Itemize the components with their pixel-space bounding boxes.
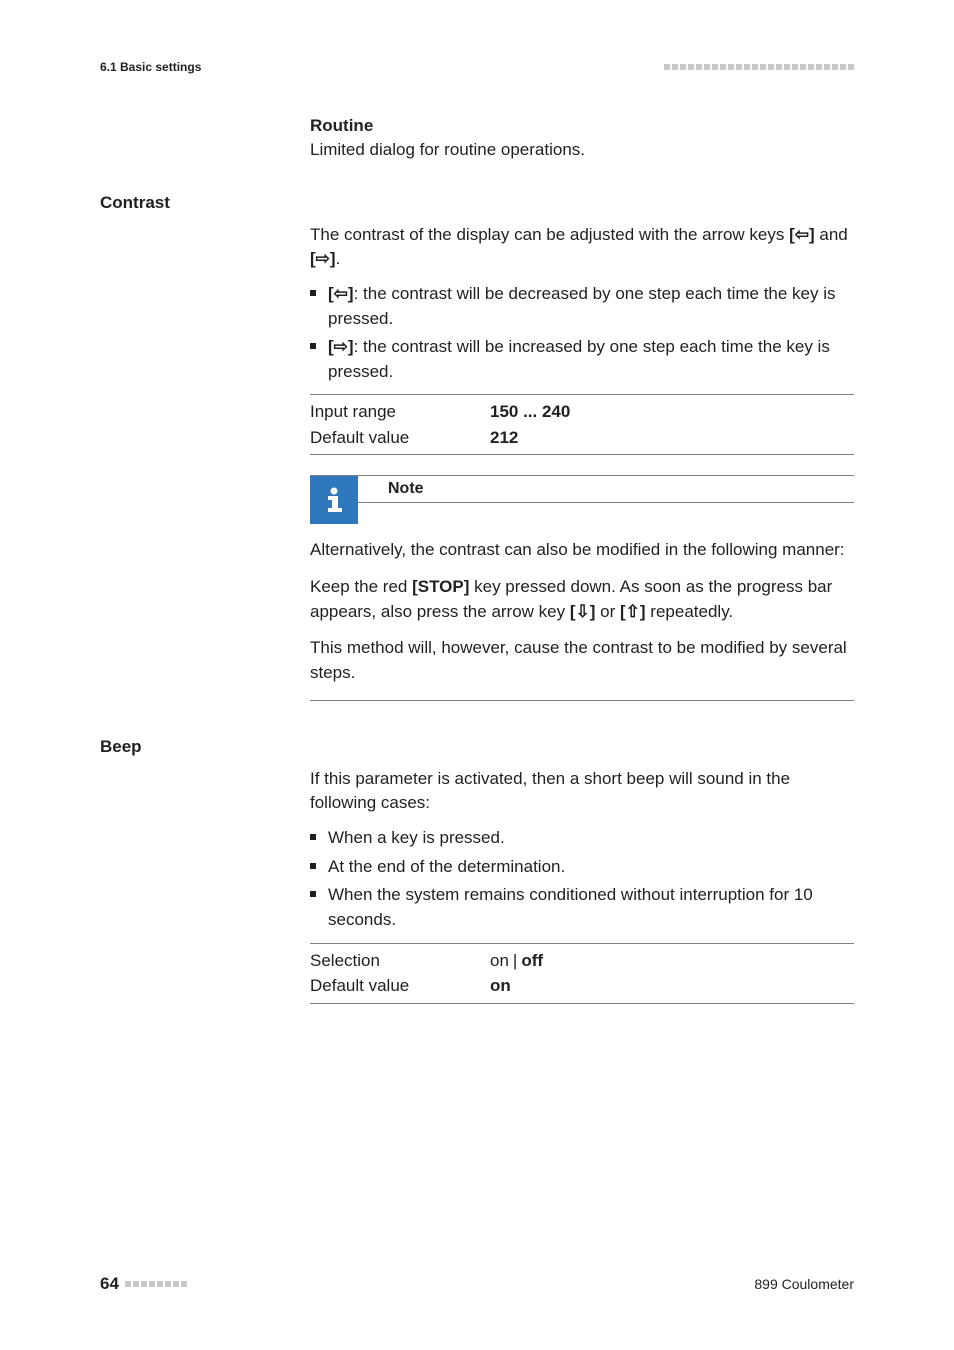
section-path: 6.1 Basic settings (100, 60, 201, 74)
list-item: [⇦]: the contrast will be decreased by o… (328, 282, 854, 331)
kv-val: on (490, 973, 511, 999)
list-item: [⇨]: the contrast will be increased by o… (328, 335, 854, 384)
note-title: Note (358, 476, 854, 503)
beep-intro: If this parameter is activated, then a s… (310, 767, 854, 816)
routine-para: Limited dialog for routine operations. (310, 138, 854, 163)
routine-term: Routine (310, 116, 854, 136)
note-box: Note Alternatively, the contrast can als… (310, 475, 854, 700)
kv-val: 212 (490, 425, 518, 451)
contrast-intro: The contrast of the display can be adjus… (310, 223, 854, 272)
list-item: At the end of the determination. (328, 855, 854, 880)
note-p2: Keep the red [STOP] key pressed down. As… (310, 575, 854, 624)
kv-key: Selection (310, 948, 490, 974)
header-ornament (664, 64, 854, 70)
note-p1: Alternatively, the contrast can also be … (310, 538, 854, 563)
kv-val: 150 ... 240 (490, 399, 570, 425)
contrast-label: Contrast (100, 193, 300, 213)
kv-val: on|off (490, 948, 543, 974)
contrast-kv-table: Input range 150 ... 240 Default value 21… (310, 394, 854, 455)
kv-key: Default value (310, 973, 490, 999)
beep-label: Beep (100, 737, 300, 757)
info-icon (310, 476, 358, 524)
contrast-bullets: [⇦]: the contrast will be decreased by o… (310, 282, 854, 385)
kv-key: Input range (310, 399, 490, 425)
kv-key: Default value (310, 425, 490, 451)
list-item: When a key is pressed. (328, 826, 854, 851)
list-item: When the system remains conditioned with… (328, 883, 854, 932)
device-name: 899 Coulometer (754, 1276, 854, 1292)
page-number: 64 (100, 1274, 187, 1294)
note-p3: This method will, however, cause the con… (310, 636, 854, 685)
beep-kv-table: Selection on|off Default value on (310, 943, 854, 1004)
footer-ornament (125, 1281, 187, 1287)
beep-bullets: When a key is pressed. At the end of the… (310, 826, 854, 933)
